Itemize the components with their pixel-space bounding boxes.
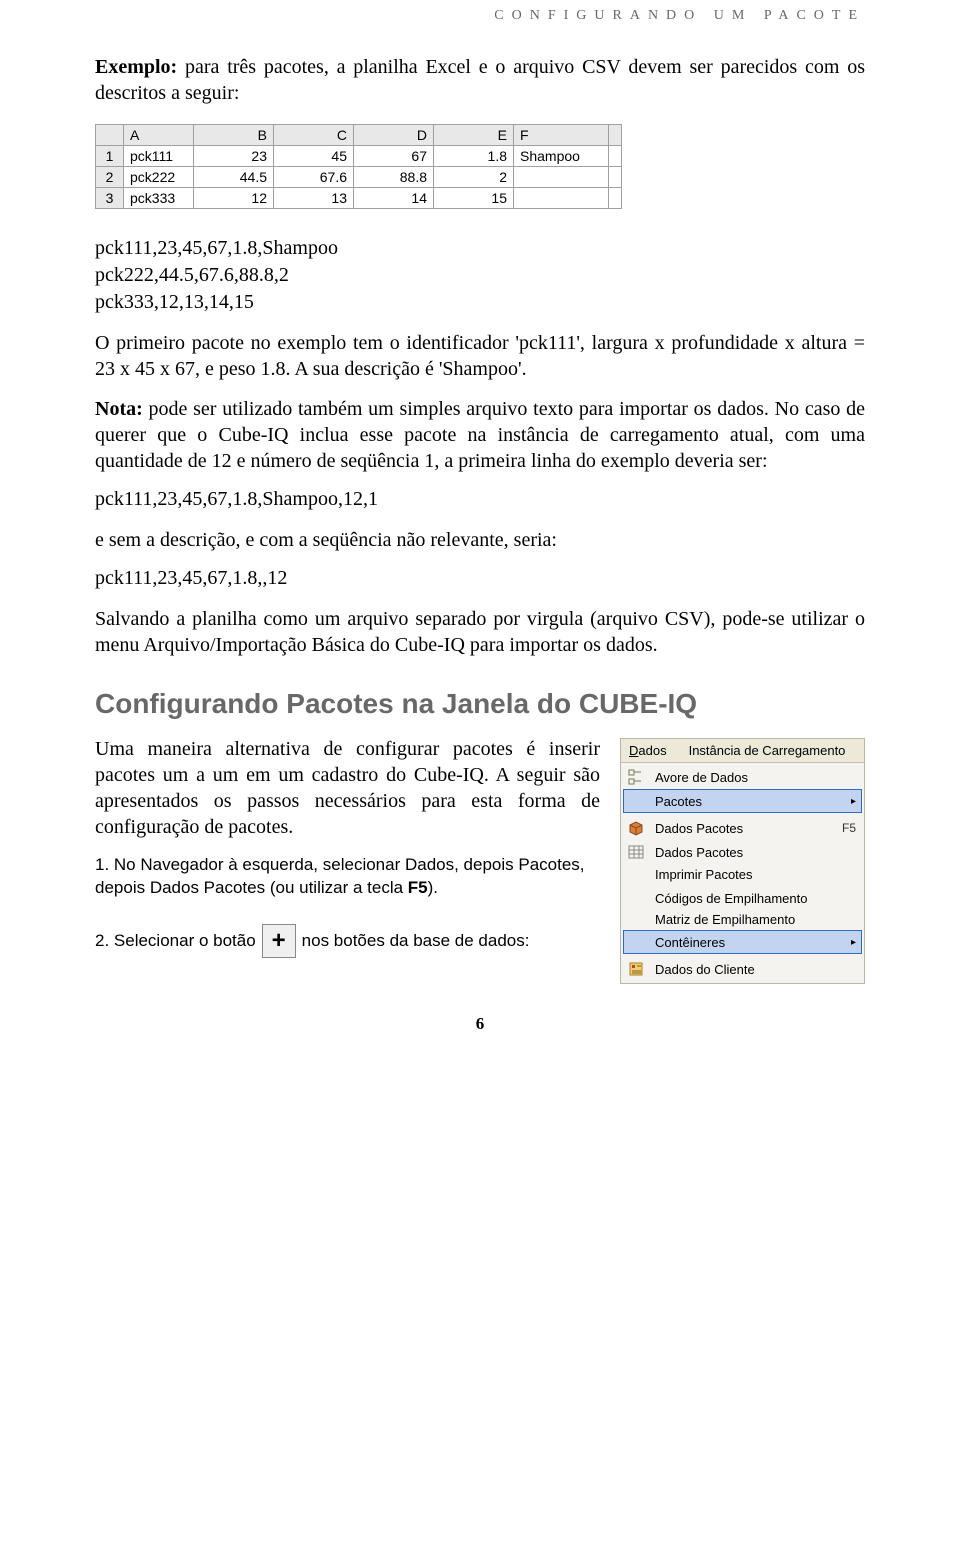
cell: 1.8 [434, 146, 514, 167]
cell: 2 [434, 167, 514, 188]
menu-item-arvore-dados[interactable]: Avore de Dados [623, 765, 862, 789]
menu-label: Dados Pacotes [655, 821, 743, 836]
intro-bold: Exemplo: [95, 56, 177, 78]
cell [514, 188, 609, 209]
cell: 67 [354, 146, 434, 167]
section-heading: Configurando Pacotes na Janela do CUBE-I… [95, 688, 865, 720]
csv-ext-line: pck111,23,45,67,1.8,Shampoo,12,1 [95, 488, 865, 511]
cell: 67.6 [274, 167, 354, 188]
step2-a: 2. Selecionar o botão [95, 931, 256, 951]
col-header: B [194, 125, 274, 146]
col-header: A [124, 125, 194, 146]
submenu-arrow-icon: ▸ [851, 937, 856, 948]
step-2: 2. Selecionar o botão + nos botões da ba… [95, 924, 600, 958]
table-row: 2 pck222 44.5 67.6 88.8 2 [96, 167, 622, 188]
col-header: E [434, 125, 514, 146]
menu-label: Códigos de Empilhamento [655, 891, 807, 906]
row-header: 1 [96, 146, 124, 167]
no-desc-line: e sem a descrição, e com a seqüência não… [95, 527, 865, 553]
menu-top-dados[interactable]: DDadosados [625, 741, 671, 760]
excel-table: A B C D E F 1 pck111 23 45 67 1.8 Shampo… [95, 124, 622, 209]
menu-item-matriz-empilhamento[interactable]: Matriz de Empilhamento [623, 909, 862, 930]
nota-paragraph: Nota: pode ser utilizado também um simpl… [95, 396, 865, 474]
cell-edge [609, 188, 622, 209]
row-header: 3 [96, 188, 124, 209]
menu-item-pacotes[interactable]: Pacotes ▸ [623, 789, 862, 813]
cell-edge [609, 146, 622, 167]
table-row: 1 pck111 23 45 67 1.8 Shampoo [96, 146, 622, 167]
menu-item-imprimir-pacotes[interactable]: Imprimir Pacotes [623, 864, 862, 885]
menu-label: Matriz de Empilhamento [655, 912, 795, 927]
step2-b: nos botões da base de dados: [302, 931, 530, 951]
nota-rest: pode ser utilizado também um simples arq… [95, 398, 865, 472]
cell: 44.5 [194, 167, 274, 188]
table-row: 3 pck333 12 13 14 15 [96, 188, 622, 209]
menu-item-dados-cliente[interactable]: Dados do Cliente [623, 957, 862, 981]
menu-panel: DDadosados Instância de Carregamento Avo… [620, 738, 865, 984]
step1-key: F5 [408, 878, 428, 897]
page-number: 6 [95, 1014, 865, 1034]
col-edge [609, 125, 622, 146]
cell: 88.8 [354, 167, 434, 188]
first-package-paragraph: O primeiro pacote no exemplo tem o ident… [95, 330, 865, 382]
menu-top-instancia[interactable]: Instância de Carregamento [685, 741, 850, 760]
alt-paragraph: Uma maneira alternativa de configurar pa… [95, 736, 600, 840]
cell: 12 [194, 188, 274, 209]
package-icon [627, 819, 645, 837]
cell: 23 [194, 146, 274, 167]
intro-paragraph: Exemplo: para três pacotes, a planilha E… [95, 54, 865, 106]
cell: Shampoo [514, 146, 609, 167]
excel-corner [96, 125, 124, 146]
cell: 45 [274, 146, 354, 167]
cell: 13 [274, 188, 354, 209]
menu-item-dados-pacotes-f5[interactable]: Dados Pacotes F5 [623, 816, 862, 840]
header-breadcrumb: CONFIGURANDO UM PACOTE [95, 0, 865, 54]
menu-bar: DDadosados Instância de Carregamento [621, 739, 864, 763]
cell [514, 167, 609, 188]
menu-label: Contêineres [655, 935, 725, 950]
col-header: D [354, 125, 434, 146]
col-header: C [274, 125, 354, 146]
client-icon [627, 960, 645, 978]
menu-label: Dados do Cliente [655, 962, 755, 977]
cell: 14 [354, 188, 434, 209]
menu-item-conteineres[interactable]: Contêineres ▸ [623, 930, 862, 954]
blank-icon [627, 792, 645, 810]
menu-label: Pacotes [655, 794, 702, 809]
nota-bold: Nota: [95, 398, 143, 420]
menu-item-dados-pacotes-grid[interactable]: Dados Pacotes [623, 840, 862, 864]
csv-line: pck222,44.5,67.6,88.8,2 [95, 264, 865, 287]
menu-label: Avore de Dados [655, 770, 748, 785]
row-header: 2 [96, 167, 124, 188]
intro-rest: para três pacotes, a planilha Excel e o … [95, 56, 865, 104]
grid-icon [627, 843, 645, 861]
cell: pck333 [124, 188, 194, 209]
cell-edge [609, 167, 622, 188]
cell: pck111 [124, 146, 194, 167]
csv-ext-line: pck111,23,45,67,1.8,,12 [95, 567, 865, 590]
menu-label: Dados Pacotes [655, 845, 743, 860]
blank-icon [627, 933, 645, 951]
submenu-arrow-icon: ▸ [851, 796, 856, 807]
csv-line: pck333,12,13,14,15 [95, 291, 865, 314]
step-1: 1. No Navegador à esquerda, selecionar D… [95, 854, 600, 900]
menu-label: Imprimir Pacotes [655, 867, 753, 882]
tree-icon [627, 768, 645, 786]
csv-line: pck111,23,45,67,1.8,Shampoo [95, 237, 865, 260]
add-record-button[interactable]: + [262, 924, 296, 958]
menu-shortcut: F5 [842, 821, 856, 835]
menu-item-codigos-empilhamento[interactable]: Códigos de Empilhamento [623, 888, 862, 909]
col-header: F [514, 125, 609, 146]
step1-c: ). [428, 878, 438, 897]
save-csv-paragraph: Salvando a planilha como um arquivo sepa… [95, 606, 865, 658]
cell: 15 [434, 188, 514, 209]
cell: pck222 [124, 167, 194, 188]
step1-a: 1. No Navegador à esquerda, selecionar D… [95, 855, 585, 897]
